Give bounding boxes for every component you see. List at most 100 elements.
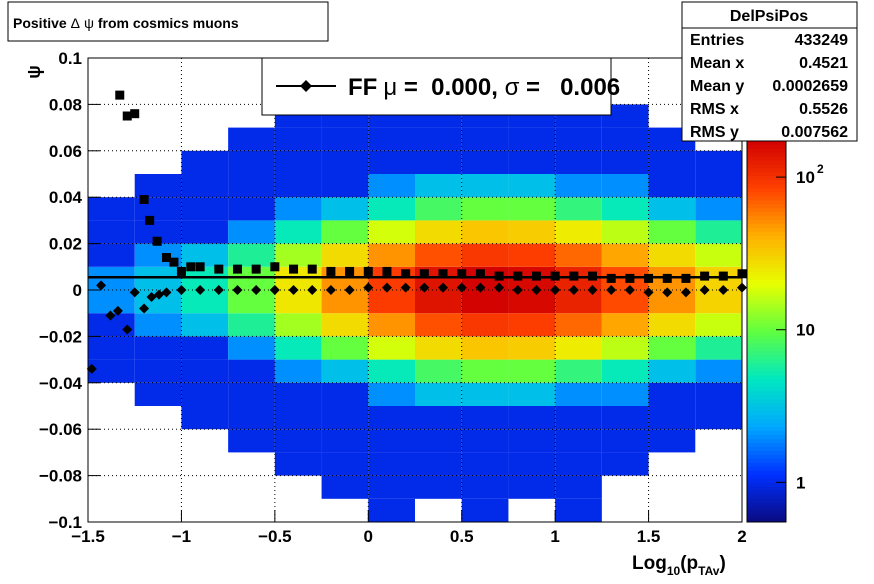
colorbar-step [747, 498, 786, 503]
heat-cell [648, 382, 696, 406]
heat-cell [695, 243, 742, 267]
heat-cell [228, 174, 275, 198]
colorbar-step [747, 482, 786, 487]
heat-cell [555, 336, 602, 360]
heat-cell [134, 220, 182, 244]
heat-cell [368, 359, 415, 383]
heat-cell [555, 406, 602, 430]
colorbar-step [747, 143, 786, 149]
square-marker [588, 271, 598, 281]
square-marker [681, 273, 691, 283]
heat-cell [274, 429, 322, 453]
y-tick-label: −0.06 [39, 420, 82, 439]
heat-cell [555, 452, 602, 476]
heat-cell [321, 382, 369, 406]
heat-cell [648, 406, 696, 430]
colorbar-step [747, 271, 786, 276]
heat-cell [555, 174, 602, 198]
colorbar-step [747, 235, 786, 240]
heat-cell [368, 429, 415, 453]
colorbar-step [747, 183, 786, 189]
heat-cell [368, 243, 415, 267]
y-tick-label: −0.02 [39, 327, 82, 346]
heat-cell [415, 359, 462, 383]
heat-cell [601, 220, 649, 244]
heat-cell [508, 406, 556, 430]
diamond-marker [105, 310, 116, 321]
colorbar-step [747, 478, 786, 483]
heat-cell [555, 220, 602, 244]
y-tick-label: 0.02 [49, 235, 82, 254]
square-marker [550, 271, 560, 281]
colorbar-step [747, 211, 786, 217]
heat-cell [555, 359, 602, 383]
diamond-marker [195, 285, 206, 295]
colorbar-step [747, 502, 786, 507]
colorbar-step [747, 414, 786, 420]
diamond-marker [344, 285, 355, 295]
colorbar-step [747, 486, 786, 491]
stats-value: 0.0002659 [772, 78, 848, 95]
heat-cell [695, 197, 742, 221]
heat-cell [88, 243, 135, 267]
square-marker [569, 271, 579, 281]
colorbar-step [747, 239, 786, 244]
heat-cell [368, 197, 415, 221]
square-marker [232, 264, 242, 274]
heat-cell [648, 220, 696, 244]
stats-box [681, 1, 858, 142]
colorbar-step [747, 382, 786, 388]
heat-cell [134, 336, 182, 360]
colorbar-step [747, 366, 786, 372]
square-marker [214, 264, 224, 274]
heat-cell [321, 243, 369, 267]
colorbar-step [747, 474, 786, 479]
square-marker [152, 236, 162, 246]
colorbar-step [747, 191, 786, 197]
heat-cell [508, 243, 556, 267]
heat-cell [415, 150, 462, 174]
heat-cell [274, 243, 322, 267]
heat-cell [695, 313, 742, 337]
x-tick-label: −0.5 [258, 527, 292, 546]
square-marker [270, 262, 280, 272]
y-tick-label: −0.04 [39, 374, 83, 393]
square-marker [700, 271, 710, 281]
colorbar-step [747, 390, 786, 396]
colorbar-step [747, 295, 786, 300]
colorbar-step [747, 303, 786, 308]
z-tick-label: 10 [796, 168, 815, 187]
square-marker [130, 109, 140, 119]
square-marker [382, 266, 392, 276]
y-tick-label: −0.1 [48, 513, 82, 532]
colorbar-step [747, 422, 786, 427]
colorbar-step [747, 446, 786, 451]
z-tick-label: 1 [796, 473, 805, 492]
colorbar-step [747, 334, 786, 340]
colorbar-step [747, 291, 786, 296]
heat-cell [601, 150, 649, 174]
colorbar-step [747, 171, 786, 177]
heat-cell [274, 452, 322, 476]
heat-cell [508, 475, 556, 499]
square-marker [457, 269, 467, 279]
heat-cell [88, 197, 135, 221]
colorbar-step [747, 386, 786, 392]
square-marker [718, 271, 728, 281]
colorbar-step [747, 155, 786, 161]
colorbar-step [747, 231, 786, 236]
heat-cell [415, 406, 462, 430]
heat-cell [274, 127, 322, 151]
y-axis-label: ψ [24, 65, 44, 79]
heat-cell [415, 475, 462, 499]
stats-value: 0.5526 [799, 101, 848, 118]
colorbar-step [747, 342, 786, 348]
square-marker [195, 262, 205, 272]
heat-cell [555, 290, 602, 314]
heat-cell [461, 127, 509, 151]
heat-cell [274, 336, 322, 360]
y-tick-label: −0.08 [39, 467, 82, 486]
heat-cell [461, 359, 509, 383]
diamond-marker [718, 285, 729, 295]
stats-value: 0.4521 [799, 55, 848, 72]
